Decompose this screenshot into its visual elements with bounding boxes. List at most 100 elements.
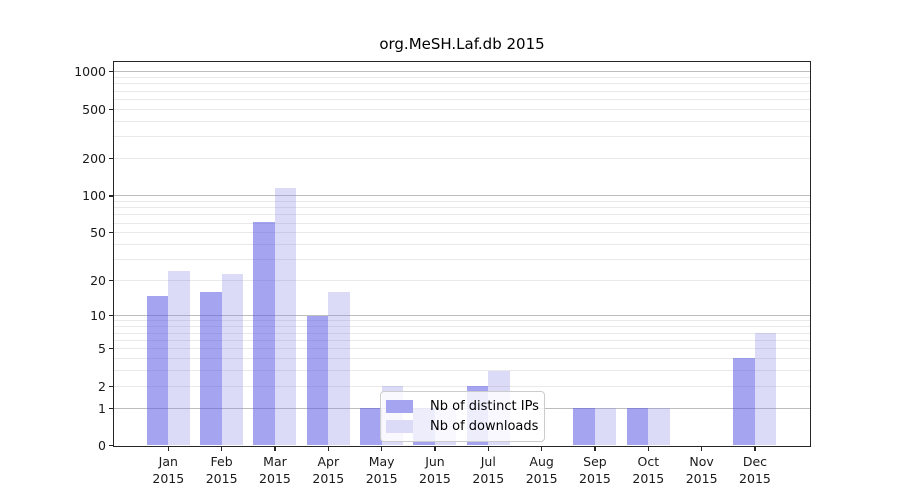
gridline-y-20 <box>114 280 810 282</box>
x-tick-label-oct: Oct 2015 <box>621 453 675 487</box>
x-tick-year-nov: 2015 <box>685 470 718 486</box>
legend-swatch-distinct-ips <box>386 400 413 413</box>
x-tick-month-mar: Mar <box>263 453 287 469</box>
x-tick-month-apr: Apr <box>317 453 340 469</box>
y-tick-label-2: 2 <box>98 378 106 394</box>
x-tick-label-jul: Jul 2015 <box>461 453 515 487</box>
bar-dec-downloads <box>754 333 777 446</box>
x-tick-mark-sep <box>594 446 596 451</box>
x-tick-month-may: May <box>368 453 395 469</box>
y-tick-mark-20 <box>108 280 113 282</box>
x-tick-year-jun: 2015 <box>419 470 451 486</box>
y-tick-label-500: 500 <box>82 101 106 117</box>
y-tick-label-0: 0 <box>98 438 106 453</box>
x-tick-year-oct: 2015 <box>632 470 665 486</box>
gridline-y-400 <box>114 120 810 122</box>
bar-feb-ips <box>200 292 222 446</box>
x-tick-month-aug: Aug <box>529 453 554 469</box>
bar-mar-downloads <box>274 188 297 446</box>
plot-canvas <box>114 62 810 446</box>
x-tick-label-apr: Apr 2015 <box>301 453 355 487</box>
y-tick-mark-1 <box>108 407 113 409</box>
y-tick-mark-10 <box>108 315 113 317</box>
x-tick-year-jan: 2015 <box>152 470 185 486</box>
bar-jan-downloads <box>168 271 190 446</box>
x-tick-mark-jan <box>167 446 169 451</box>
bar-feb-downloads <box>221 273 244 446</box>
gridline-y-3 <box>114 370 810 371</box>
x-tick-month-jan: Jan <box>158 453 178 469</box>
x-tick-label-may: May 2015 <box>355 453 409 487</box>
gridline-y-80 <box>114 207 810 209</box>
chart-title: org.MeSH.Laf.db 2015 <box>379 35 545 53</box>
gridline-y-600 <box>114 98 810 100</box>
bar-oct-ips <box>626 408 649 446</box>
x-tick-label-feb: Feb 2015 <box>195 453 249 487</box>
y-tick-label-1: 1 <box>98 400 106 416</box>
y-tick-label-1000: 1000 <box>74 64 106 80</box>
gridline-y-300 <box>114 136 810 138</box>
x-tick-mark-may <box>381 446 383 451</box>
gridline-y-500 <box>114 108 810 110</box>
y-tick-mark-200 <box>108 158 113 160</box>
gridline-y-200 <box>114 158 810 160</box>
x-tick-month-sep: Sep <box>583 453 607 469</box>
x-tick-mark-nov <box>701 446 703 451</box>
x-tick-mark-dec <box>754 446 756 451</box>
x-tick-mark-aug <box>541 446 543 451</box>
y-tick-label-20: 20 <box>90 273 106 289</box>
y-tick-label-10: 10 <box>90 308 106 324</box>
gridline-y-700 <box>114 90 810 92</box>
x-tick-year-sep: 2015 <box>579 470 611 486</box>
y-tick-mark-50 <box>108 232 113 234</box>
y-tick-label-200: 200 <box>82 151 106 167</box>
x-tick-month-nov: Nov <box>689 453 714 469</box>
gridline-y-1000 <box>114 71 810 73</box>
y-tick-mark-1000 <box>108 71 113 73</box>
x-tick-year-dec: 2015 <box>739 470 771 486</box>
x-tick-mark-jun <box>434 446 436 451</box>
bar-mar-ips <box>253 222 275 446</box>
x-tick-mark-mar <box>274 446 276 451</box>
legend-item-downloads: Nb of downloads <box>386 418 539 434</box>
x-tick-year-feb: 2015 <box>205 470 238 486</box>
gridline-y-70 <box>114 214 810 216</box>
y-tick-label-5: 5 <box>98 341 106 357</box>
gridline-y-900 <box>114 76 810 78</box>
x-tick-month-jun: Jun <box>425 453 445 469</box>
x-tick-label-mar: Mar 2015 <box>248 453 302 487</box>
legend-item-distinct-ips: Nb of distinct IPs <box>386 399 539 414</box>
gridline-y-40 <box>114 244 810 246</box>
bar-apr-downloads <box>328 292 350 446</box>
gridline-y-30 <box>114 259 810 261</box>
gridline-y-60 <box>114 222 810 224</box>
x-tick-month-feb: Feb <box>210 453 233 469</box>
legend-swatch-downloads <box>386 420 413 433</box>
y-tick-mark-100 <box>108 195 113 197</box>
bar-may-ips <box>360 408 382 446</box>
x-tick-year-aug: 2015 <box>525 470 558 486</box>
x-tick-mark-jul <box>487 446 489 451</box>
x-tick-label-nov: Nov 2015 <box>675 453 729 487</box>
y-tick-mark-0 <box>108 445 113 447</box>
x-tick-month-jul: Jul <box>480 453 496 469</box>
y-tick-label-50: 50 <box>90 225 106 241</box>
gridline-y-7 <box>114 332 810 334</box>
x-tick-mark-oct <box>647 446 649 451</box>
x-tick-month-oct: Oct <box>637 453 660 469</box>
bar-dec-ips <box>733 358 755 446</box>
gridline-y-800 <box>114 83 810 85</box>
bar-oct-downloads <box>648 408 670 446</box>
x-tick-label-dec: Dec 2015 <box>728 453 782 487</box>
plot-area <box>113 61 811 447</box>
x-tick-year-may: 2015 <box>365 470 398 486</box>
y-tick-mark-5 <box>108 348 113 350</box>
x-tick-mark-apr <box>327 446 329 451</box>
x-tick-mark-feb <box>221 446 223 451</box>
gridline-y-9 <box>114 320 810 322</box>
gridline-y-10 <box>114 315 810 317</box>
x-tick-year-jul: 2015 <box>472 470 505 486</box>
x-tick-label-jan: Jan 2015 <box>141 453 195 487</box>
legend-label-downloads: Nb of downloads <box>430 418 539 434</box>
gridline-y-90 <box>114 200 810 202</box>
